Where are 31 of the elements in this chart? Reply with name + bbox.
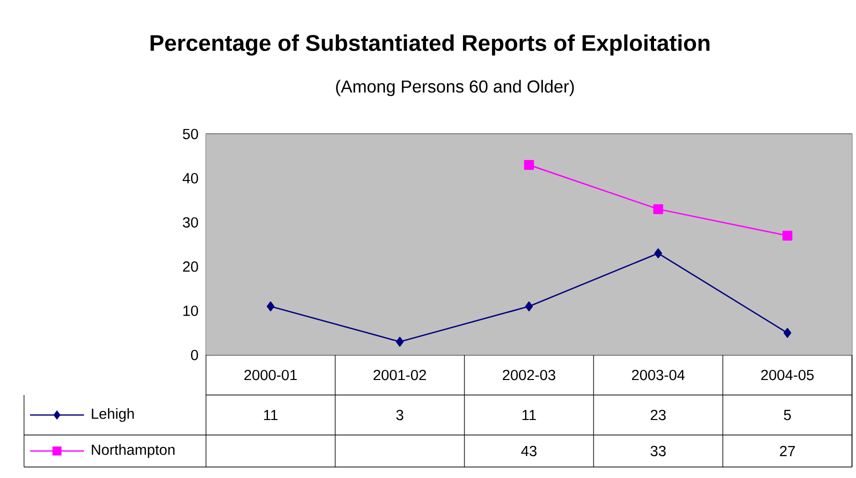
data-label: 5	[784, 410, 791, 420]
legend-label: Lehigh	[92, 408, 134, 422]
point	[784, 328, 792, 338]
x-tick-label: 2001-02	[374, 370, 426, 380]
point	[654, 248, 662, 258]
point	[653, 204, 664, 214]
data-label: 23	[650, 410, 666, 420]
point	[782, 230, 792, 241]
y-tick-label: 40	[182, 173, 198, 184]
y-tick-label: 20	[183, 261, 198, 272]
data-label: 27	[780, 446, 795, 456]
y-tick-label: 30	[182, 217, 198, 228]
y-tick-label: 0	[191, 350, 198, 360]
point	[524, 160, 534, 170]
data-label: 11	[264, 410, 278, 420]
x-tick-label: 2003-04	[632, 370, 685, 380]
data-label: 11	[522, 410, 536, 420]
chart-title: Percentage of Substantiated Reports of Exploitation	[150, 34, 710, 56]
x-tick-label: 2004-05	[761, 370, 814, 380]
data-label: 33	[650, 446, 666, 456]
data-label: 43	[521, 446, 537, 456]
y-tick-label: 10	[183, 306, 198, 316]
data-label: 3	[396, 410, 404, 420]
x-tick-label: 2002-03	[502, 370, 556, 380]
point	[396, 336, 404, 347]
chart-subtitle: (Among Persons 60 and Older)	[336, 80, 574, 96]
x-tick-label: 2000-01	[244, 370, 297, 380]
point	[266, 301, 274, 312]
y-tick-label: 50	[182, 128, 198, 140]
point	[525, 301, 533, 312]
legend-label: Northampton	[92, 444, 174, 458]
